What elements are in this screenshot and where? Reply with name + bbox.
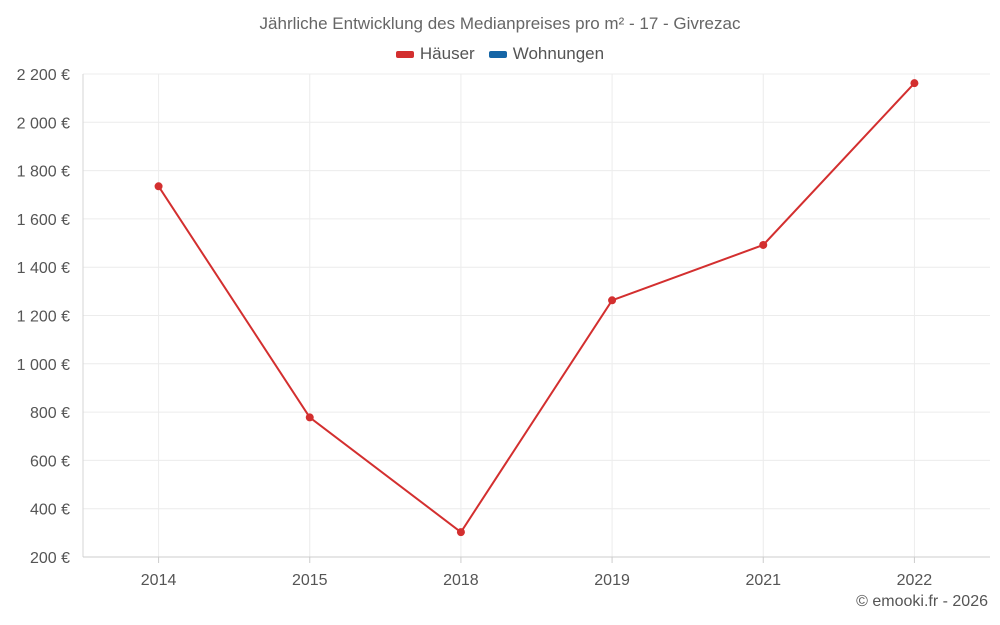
y-tick-label: 2 000 € <box>17 115 70 132</box>
y-tick-label: 1 600 € <box>17 212 70 229</box>
y-tick-label: 1 200 € <box>17 309 70 326</box>
y-tick-label: 1 800 € <box>17 164 70 181</box>
series <box>154 79 919 537</box>
legend-label-wohnungen: Wohnungen <box>512 44 605 63</box>
credit: © emooki.fr - 2026 <box>856 593 988 610</box>
legend-item-wohnungen[interactable]: Wohnungen <box>488 44 605 64</box>
x-tick-label: 2018 <box>443 572 479 589</box>
legend-label-haeuser: Häuser <box>419 44 475 63</box>
y-tick-label: 600 € <box>30 453 70 470</box>
y-tick-label: 400 € <box>30 502 70 519</box>
x-tick-label: 2015 <box>292 572 328 589</box>
legend-item-haeuser[interactable]: Häuser <box>395 44 475 64</box>
y-tick-label: 2 200 € <box>17 67 70 84</box>
data-point[interactable] <box>456 528 465 537</box>
legend-swatch-wohnungen <box>488 50 507 58</box>
y-tick-label: 800 € <box>30 405 70 422</box>
x-tick-label: 2014 <box>141 572 177 589</box>
y-axis: 200 € 400 € 600 € 800 € 1 000 € 1 200 € 1 400 … <box>17 67 84 567</box>
data-point[interactable] <box>154 182 163 191</box>
data-point[interactable] <box>608 296 617 305</box>
x-tick-label: 2022 <box>897 572 933 589</box>
y-tick-label: 1 000 € <box>17 357 70 374</box>
legend-swatch-haeuser <box>395 50 414 58</box>
y-tick-label: 200 € <box>30 550 70 567</box>
series-line-0 <box>157 82 916 534</box>
legend: Häuser Wohnungen <box>0 44 1000 64</box>
data-point[interactable] <box>910 79 919 88</box>
x-tick-label: 2019 <box>594 572 630 589</box>
data-point[interactable] <box>759 240 768 249</box>
data-point[interactable] <box>305 413 314 422</box>
x-axis: 2014 2015 2018 2019 2021 2022 <box>83 556 990 589</box>
x-tick-label: 2021 <box>745 572 781 589</box>
y-tick-label: 1 400 € <box>17 260 70 277</box>
grid <box>83 73 990 558</box>
chart-title: Jährliche Entwicklung des Medianpreises … <box>259 14 741 33</box>
